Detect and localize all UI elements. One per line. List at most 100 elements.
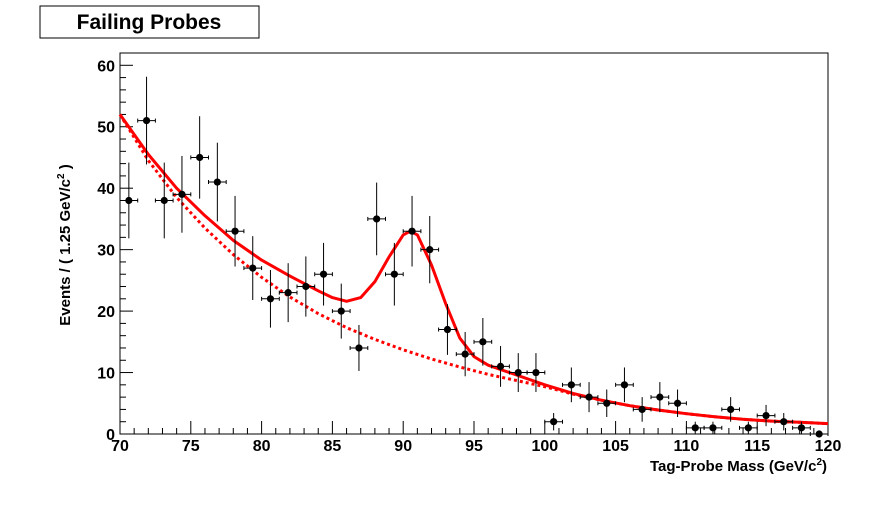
- data-point-group: [792, 421, 811, 434]
- data-point-group: [208, 142, 227, 222]
- data-point: [638, 405, 646, 414]
- data-point-group: [739, 421, 758, 434]
- data-point: [284, 289, 292, 297]
- y-axis-title-main: Events / ( 1.25 GeV/c: [57, 179, 74, 326]
- data-point: [673, 399, 682, 407]
- data-point: [337, 307, 345, 315]
- x-tick-label: 95: [465, 438, 483, 455]
- data-point-group: [119, 162, 139, 239]
- x-axis-title-close: ): [822, 458, 827, 475]
- data-point-group: [243, 236, 263, 301]
- axes: 70 75 80 85 90 95 100 105 110 115 120 0 10 20 30 40 50 60: [97, 52, 842, 455]
- data-point-group: [438, 304, 457, 355]
- data-point: [266, 295, 275, 303]
- data-point-group: [526, 353, 546, 392]
- data-point: [656, 393, 664, 401]
- data-point-group: [420, 215, 440, 284]
- y-tick-label: 20: [97, 304, 115, 321]
- x-tick-label: 120: [815, 438, 842, 455]
- data-point-group: [685, 421, 705, 434]
- data-point-group: [349, 324, 369, 371]
- data-point: [479, 338, 487, 346]
- y-tick-label: 10: [97, 366, 115, 383]
- x-tick-label: 85: [324, 438, 342, 455]
- data-point-group: [756, 404, 776, 427]
- background-fit-curve: [118, 113, 829, 426]
- data-point: [709, 424, 717, 432]
- data-point-group: [579, 382, 599, 413]
- data-point-group: [721, 397, 740, 422]
- data-point: [744, 424, 752, 432]
- data-point: [585, 393, 593, 401]
- data-point-group: [367, 182, 386, 256]
- data-point-group: [331, 283, 351, 339]
- plot-area: [118, 76, 829, 438]
- data-point-group: [668, 389, 687, 418]
- x-tick-label: 110: [673, 438, 699, 455]
- y-axis-title: Events / ( 1.25 GeV/c2 ): [56, 164, 74, 325]
- y-axis-title-sup: 2: [56, 173, 67, 179]
- data-point: [319, 270, 328, 278]
- chart-title: Failing Probes: [77, 11, 222, 34]
- data-point: [426, 246, 434, 254]
- y-axis-title-close: ): [57, 164, 74, 173]
- data-point-group: [261, 269, 280, 328]
- data-point: [762, 411, 770, 420]
- data-point: [160, 196, 168, 205]
- data-point: [231, 227, 239, 235]
- data-point-group: [491, 346, 510, 387]
- data-point-group: [774, 413, 794, 431]
- total-fit-curve: [118, 113, 829, 426]
- y-tick-label: 40: [97, 181, 115, 198]
- data-point-group: [278, 263, 298, 323]
- data-point: [567, 381, 575, 389]
- data-point-group: [154, 162, 174, 239]
- data-point: [142, 116, 151, 125]
- x-tick-label: 75: [182, 438, 200, 455]
- data-point-group: [296, 256, 316, 317]
- y-tick-label: 30: [97, 243, 115, 260]
- data-point-group: [650, 382, 670, 413]
- data-point: [461, 350, 469, 358]
- data-point-group: [562, 367, 581, 403]
- x-axis-title-main: Tag-Probe Mass (GeV/c: [650, 458, 816, 475]
- y-tick-label: 50: [97, 120, 115, 137]
- data-point: [443, 325, 452, 334]
- data-point: [178, 190, 186, 198]
- x-axis-title-sup: 2: [816, 457, 822, 468]
- data-point-group: [314, 242, 333, 306]
- x-tick-label: 70: [111, 438, 129, 455]
- data-point: [408, 227, 416, 235]
- data-point-group: [190, 116, 209, 199]
- data-point-group: [402, 195, 422, 267]
- data-point: [213, 178, 221, 186]
- data-point: [797, 424, 806, 432]
- data-point: [196, 153, 204, 162]
- x-tick-label: 80: [253, 438, 271, 455]
- x-tick-label: 100: [531, 438, 558, 455]
- data-point: [302, 282, 310, 291]
- data-point-group: [703, 421, 723, 434]
- data-point: [249, 264, 257, 272]
- y-tick-label: 60: [97, 58, 115, 75]
- data-point-group: [615, 367, 634, 403]
- x-tick-label: 90: [394, 438, 412, 455]
- data-point: [620, 381, 629, 389]
- data-point: [550, 418, 558, 426]
- data-point: [514, 368, 522, 377]
- x-axis-title: Tag-Probe Mass (GeV/c2): [650, 457, 827, 475]
- data-point-group: [225, 195, 245, 267]
- data-point-group: [632, 397, 652, 422]
- data-point-group: [137, 76, 156, 165]
- x-tick-label: 115: [744, 438, 770, 455]
- data-point-group: [597, 389, 617, 418]
- data-point: [355, 344, 363, 352]
- title-frame: [39, 5, 260, 39]
- data-point: [780, 418, 788, 426]
- data-point: [532, 368, 540, 377]
- data-point: [727, 405, 735, 414]
- data-point-group: [809, 430, 829, 438]
- data-point-group: [385, 242, 404, 306]
- data-point: [496, 362, 505, 371]
- data-point-group: [544, 413, 563, 431]
